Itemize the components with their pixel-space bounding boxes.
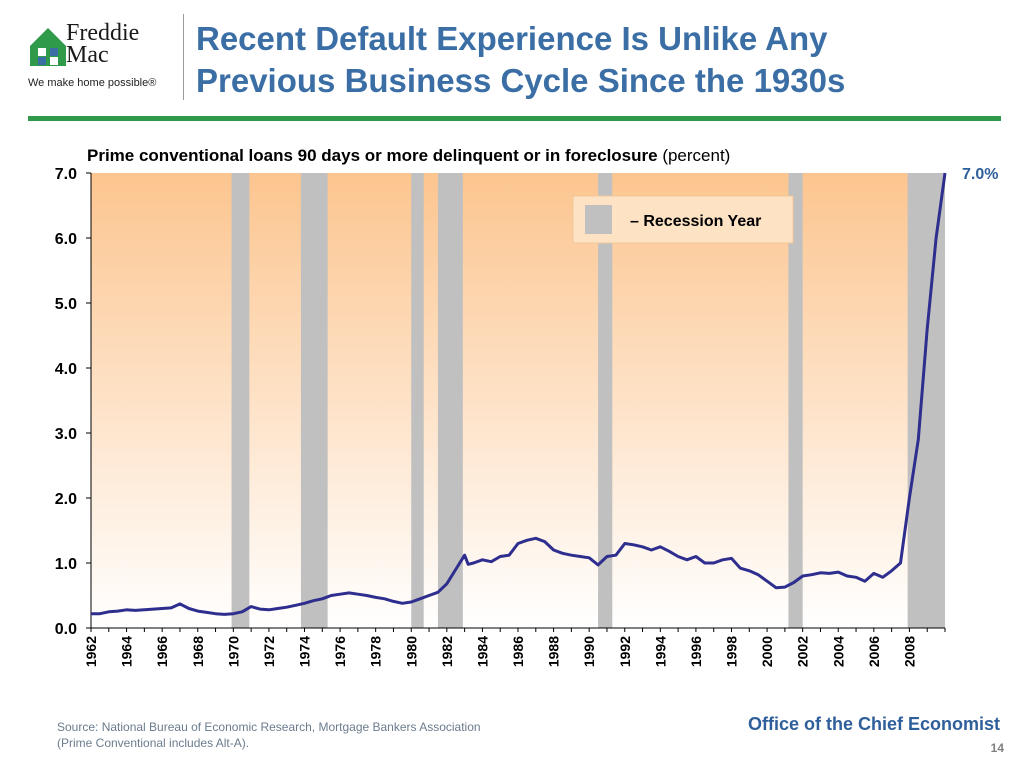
source-note: Source: National Bureau of Economic Rese…	[57, 719, 481, 751]
x-tick-label: 1984	[474, 636, 490, 667]
logo-line-2: Mac	[66, 42, 109, 68]
x-tick-label: 1980	[403, 636, 419, 667]
x-tick-label: 1970	[225, 636, 241, 667]
x-tick-label: 2002	[795, 636, 811, 667]
house-logo-icon	[30, 28, 66, 66]
x-tick-label: 1994	[652, 636, 668, 667]
x-tick-label: 1982	[439, 636, 455, 667]
x-tick-label: 1996	[688, 636, 704, 667]
x-tick-label: 1998	[724, 636, 740, 667]
y-tick-label: 0.0	[55, 621, 77, 638]
legend-label: – Recession Year	[630, 213, 761, 230]
recession-band	[598, 173, 613, 628]
page-title-line-2: Previous Business Cycle Since the 1930s	[196, 62, 846, 99]
delinquency-line-chart: 0.0 1.0 2.0 3.0 4.0 5.0 6.0 7.0 1962 1964 1966 1968…	[55, 146, 999, 667]
x-tick-label: 1976	[332, 636, 348, 667]
y-tick-label: 4.0	[55, 361, 77, 378]
plot-background	[91, 173, 945, 628]
x-tick-label: 1964	[119, 636, 135, 667]
x-tick-label: 1990	[581, 636, 597, 667]
page-title-line-1: Recent Default Experience Is Unlike Any	[196, 20, 828, 57]
x-tick-label: 1962	[83, 636, 99, 667]
x-tick-label: 1978	[368, 636, 384, 667]
chart-title-suffix: (percent)	[658, 146, 731, 165]
source-line-1: Source: National Bureau of Economic Rese…	[57, 720, 481, 734]
recession-band	[300, 173, 328, 628]
y-tick-label: 7.0	[55, 166, 77, 183]
logo-tagline: We make home possible®	[28, 77, 157, 89]
x-tick-label: 1966	[154, 636, 170, 667]
end-value-label: 7.0%	[962, 166, 998, 183]
office-label: Office of the Chief Economist	[747, 714, 1000, 734]
x-tick-label: 2006	[866, 636, 882, 667]
x-tick-label: 1988	[546, 636, 562, 667]
recession-band	[907, 173, 945, 628]
x-tick-label: 2008	[901, 636, 917, 667]
green-divider-rule	[28, 116, 1001, 121]
y-tick-label: 5.0	[55, 296, 77, 313]
source-line-2: (Prime Conventional includes Alt-A).	[57, 736, 250, 750]
legend-swatch	[585, 205, 612, 234]
page-title: Recent Default Experience Is Unlike Any …	[196, 18, 996, 102]
x-tick-label: 1986	[510, 636, 526, 667]
x-tick-label: 2004	[830, 636, 846, 667]
x-tick-label: 1972	[261, 636, 277, 667]
x-tick-label: 2000	[759, 636, 775, 667]
recession-band	[437, 173, 463, 628]
recession-band	[788, 173, 803, 628]
logo-line-1: Freddie	[66, 20, 140, 46]
header-divider	[183, 14, 184, 100]
y-tick-label: 2.0	[55, 491, 77, 508]
chart-title-main: Prime conventional loans 90 days or more…	[87, 146, 658, 165]
chart-title: Prime conventional loans 90 days or more…	[87, 146, 730, 165]
recession-band	[411, 173, 424, 628]
x-tick-label: 1968	[190, 636, 206, 667]
series-line	[91, 172, 947, 616]
logo-wordmark: Freddie Mac	[66, 20, 140, 68]
x-tick-label: 1974	[297, 636, 313, 667]
freddie-mac-logo: Freddie Mac We make home possible®	[28, 20, 178, 92]
y-tick-label: 3.0	[55, 426, 77, 443]
y-tick-label: 6.0	[55, 231, 77, 248]
page-number: 14	[990, 741, 1004, 755]
x-tick-label: 1992	[617, 636, 633, 667]
y-tick-label: 1.0	[55, 556, 77, 573]
recession-band	[231, 173, 250, 628]
